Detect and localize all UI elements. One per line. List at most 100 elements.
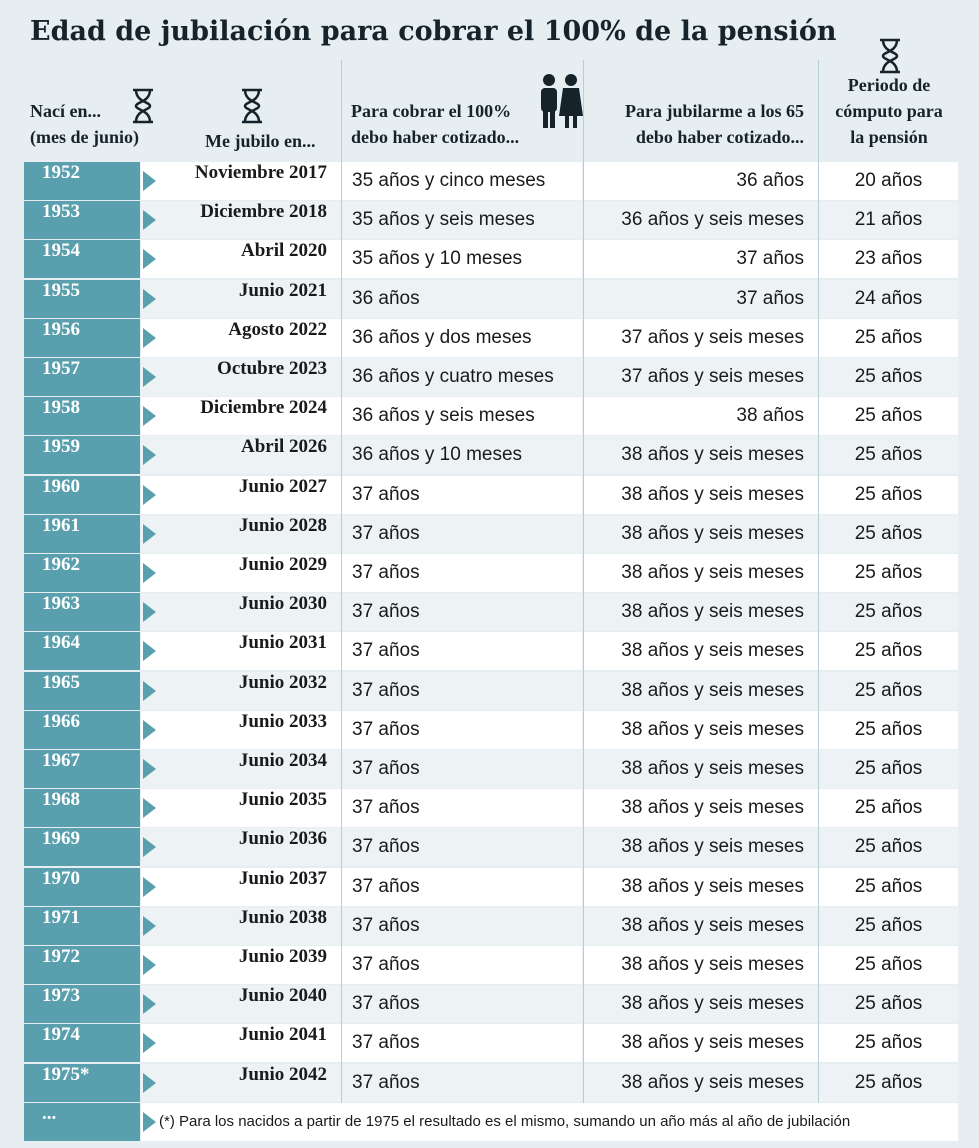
row-arrow [143,288,156,309]
full-pension: 36 años y 10 meses [342,436,582,475]
period: 25 años [819,397,958,436]
retire-date: Junio 2036 [141,828,341,867]
at-65: 38 años y seis meses [584,710,818,749]
row-arrow [143,1072,156,1093]
row-arrow [143,876,156,897]
period: 25 años [819,1024,958,1063]
retire-date: Junio 2035 [141,789,341,828]
row-arrow [143,171,156,191]
row-arrow [143,719,156,740]
birth-year: 1956 [24,318,140,357]
period: 25 años [819,632,958,671]
birth-year: 1965 [24,671,140,710]
at-65: 38 años y seis meses [584,436,818,475]
row-arrow [143,915,156,936]
hourglass-icon [242,88,262,124]
row-arrow [143,641,156,662]
at-65: 38 años y seis meses [584,828,818,867]
full-pension: 37 años [342,671,582,710]
row-arrow [143,445,156,466]
at-65: 38 años y seis meses [584,475,818,514]
header-full: Para cobrar el 100% debo haber cotizado.… [351,98,519,150]
header-line: Para cobrar el 100% [351,101,512,121]
column-rule [818,60,819,1103]
birth-year: 1968 [24,789,140,828]
row-arrow [143,994,156,1015]
full-pension: 37 años [342,867,582,906]
header-line: cómputo para [835,101,943,121]
period: 25 años [819,710,958,749]
at-65: 38 años y seis meses [584,632,818,671]
full-pension: 37 años [342,1063,582,1102]
hourglass-icon [880,38,900,74]
retire-date: Agosto 2022 [141,318,341,357]
retire-date: Junio 2037 [141,867,341,906]
row-arrow [143,484,156,505]
full-pension: 37 años [342,710,582,749]
row-arrow [143,837,156,858]
full-pension: 36 años [342,279,582,318]
birth-year: 1969 [24,828,140,867]
birth-year: 1971 [24,906,140,945]
birth-year: 1974 [24,1024,140,1063]
row-arrow [143,563,156,583]
at-65: 38 años y seis meses [584,867,818,906]
at-65: 37 años [584,240,818,279]
full-pension: 35 años y 10 meses [342,240,582,279]
at-65: 36 años y seis meses [584,201,818,240]
birth-year: 1973 [24,985,140,1024]
people-icon [541,74,583,128]
period: 25 años [819,436,958,475]
period: 20 años [819,162,958,200]
full-pension: 37 años [342,593,582,632]
at-65: 36 años [584,162,818,200]
at-65: 38 años y seis meses [584,789,818,828]
full-pension: 36 años y seis meses [342,397,582,436]
header-line: (mes de junio) [30,127,139,147]
row-arrow [143,759,156,779]
at-65: 37 años y seis meses [584,318,818,357]
row-arrow [143,1111,156,1132]
title: Edad de jubilación para cobrar el 100% d… [30,16,837,47]
birth-year: 1954 [24,240,140,279]
full-pension: 37 años [342,985,582,1024]
birth-year: 1972 [24,946,140,984]
row-arrow [143,1033,156,1054]
at-65: 38 años y seis meses [584,671,818,710]
row-arrow [143,367,156,387]
birth-year: 1958 [24,397,140,436]
retire-date: Diciembre 2018 [141,201,341,240]
retire-date: Noviembre 2017 [141,162,341,200]
at-65: 37 años y seis meses [584,358,818,396]
full-pension: 35 años y cinco meses [342,162,582,200]
row-arrow [143,602,156,623]
birth-year: 1959 [24,436,140,475]
retire-date: Junio 2027 [141,475,341,514]
row-arrow [143,406,156,427]
period: 25 años [819,985,958,1024]
retire-date: Junio 2041 [141,1024,341,1063]
header-born: Nací en... (mes de junio) [30,98,139,150]
birth-year: 1967 [24,750,140,788]
birth-year: 1961 [24,514,140,553]
header-line: Periodo de [847,75,931,95]
row-arrow [143,523,156,544]
at-65: 38 años y seis meses [584,750,818,788]
period: 25 años [819,593,958,632]
row-arrow [143,798,156,819]
period: 25 años [819,475,958,514]
hourglass-icon [133,88,153,124]
period: 25 años [819,828,958,867]
row-arrow [143,680,156,701]
at-65: 38 años y seis meses [584,906,818,945]
period: 21 años [819,201,958,240]
birth-year: 1962 [24,554,140,592]
birth-year: 1964 [24,632,140,671]
header-retire: Me jubilo en... [205,131,316,151]
row-arrow [143,210,156,231]
period: 25 años [819,867,958,906]
full-pension: 37 años [342,906,582,945]
birth-year: 1975* [24,1063,140,1102]
header-line: debo haber cotizado... [635,127,804,147]
full-pension: 37 años [342,475,582,514]
